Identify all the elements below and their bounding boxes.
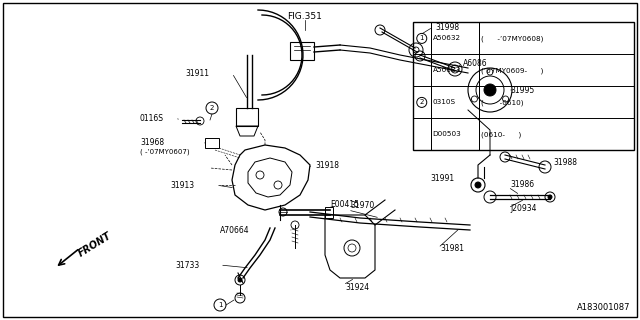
Text: 31918: 31918 [315,161,339,170]
Circle shape [238,278,242,282]
Text: FIG.351: FIG.351 [287,12,323,20]
Bar [290,42,314,60]
Text: 31970: 31970 [350,201,374,210]
Text: A6086: A6086 [463,59,488,68]
Text: A70664: A70664 [220,226,250,235]
Text: 31924: 31924 [345,284,369,292]
Circle shape [475,182,481,188]
Text: 1: 1 [419,36,424,41]
Text: FRONT: FRONT [77,231,113,259]
Text: E00415: E00415 [330,199,359,209]
Text: 31998: 31998 [435,22,459,31]
Circle shape [548,195,552,199]
Text: 31988: 31988 [553,157,577,166]
Text: ( -’07MY0607): ( -’07MY0607) [140,149,189,155]
Text: 31911: 31911 [185,68,209,77]
Text: 0310S: 0310S [433,100,456,105]
Text: 1: 1 [218,302,222,308]
Text: 2: 2 [210,105,214,111]
Text: (’07MY0609-      ): (’07MY0609- ) [481,67,543,74]
Text: (0610-      ): (0610- ) [481,131,521,138]
Text: (       -0610): ( -0610) [481,99,524,106]
Text: D00503: D00503 [433,132,461,137]
Text: 31991: 31991 [430,173,454,182]
Text: 31968: 31968 [140,138,164,147]
Text: J20934: J20934 [510,204,536,212]
Text: A183001087: A183001087 [577,303,630,312]
Text: 31733: 31733 [175,260,199,269]
Text: A50683: A50683 [433,68,461,73]
Text: 2: 2 [420,100,424,105]
Text: 31913: 31913 [170,180,194,189]
Text: 31995: 31995 [510,85,534,94]
Text: 31986: 31986 [510,180,534,188]
Bar [325,207,333,218]
Bar [205,138,219,148]
Circle shape [484,84,496,96]
Text: A50632: A50632 [433,36,461,41]
Text: 0116S: 0116S [140,114,164,123]
Text: 31981: 31981 [440,244,464,252]
Bar [236,108,258,126]
Text: (      -’07MY0608): ( -’07MY0608) [481,35,543,42]
Bar [413,22,634,150]
